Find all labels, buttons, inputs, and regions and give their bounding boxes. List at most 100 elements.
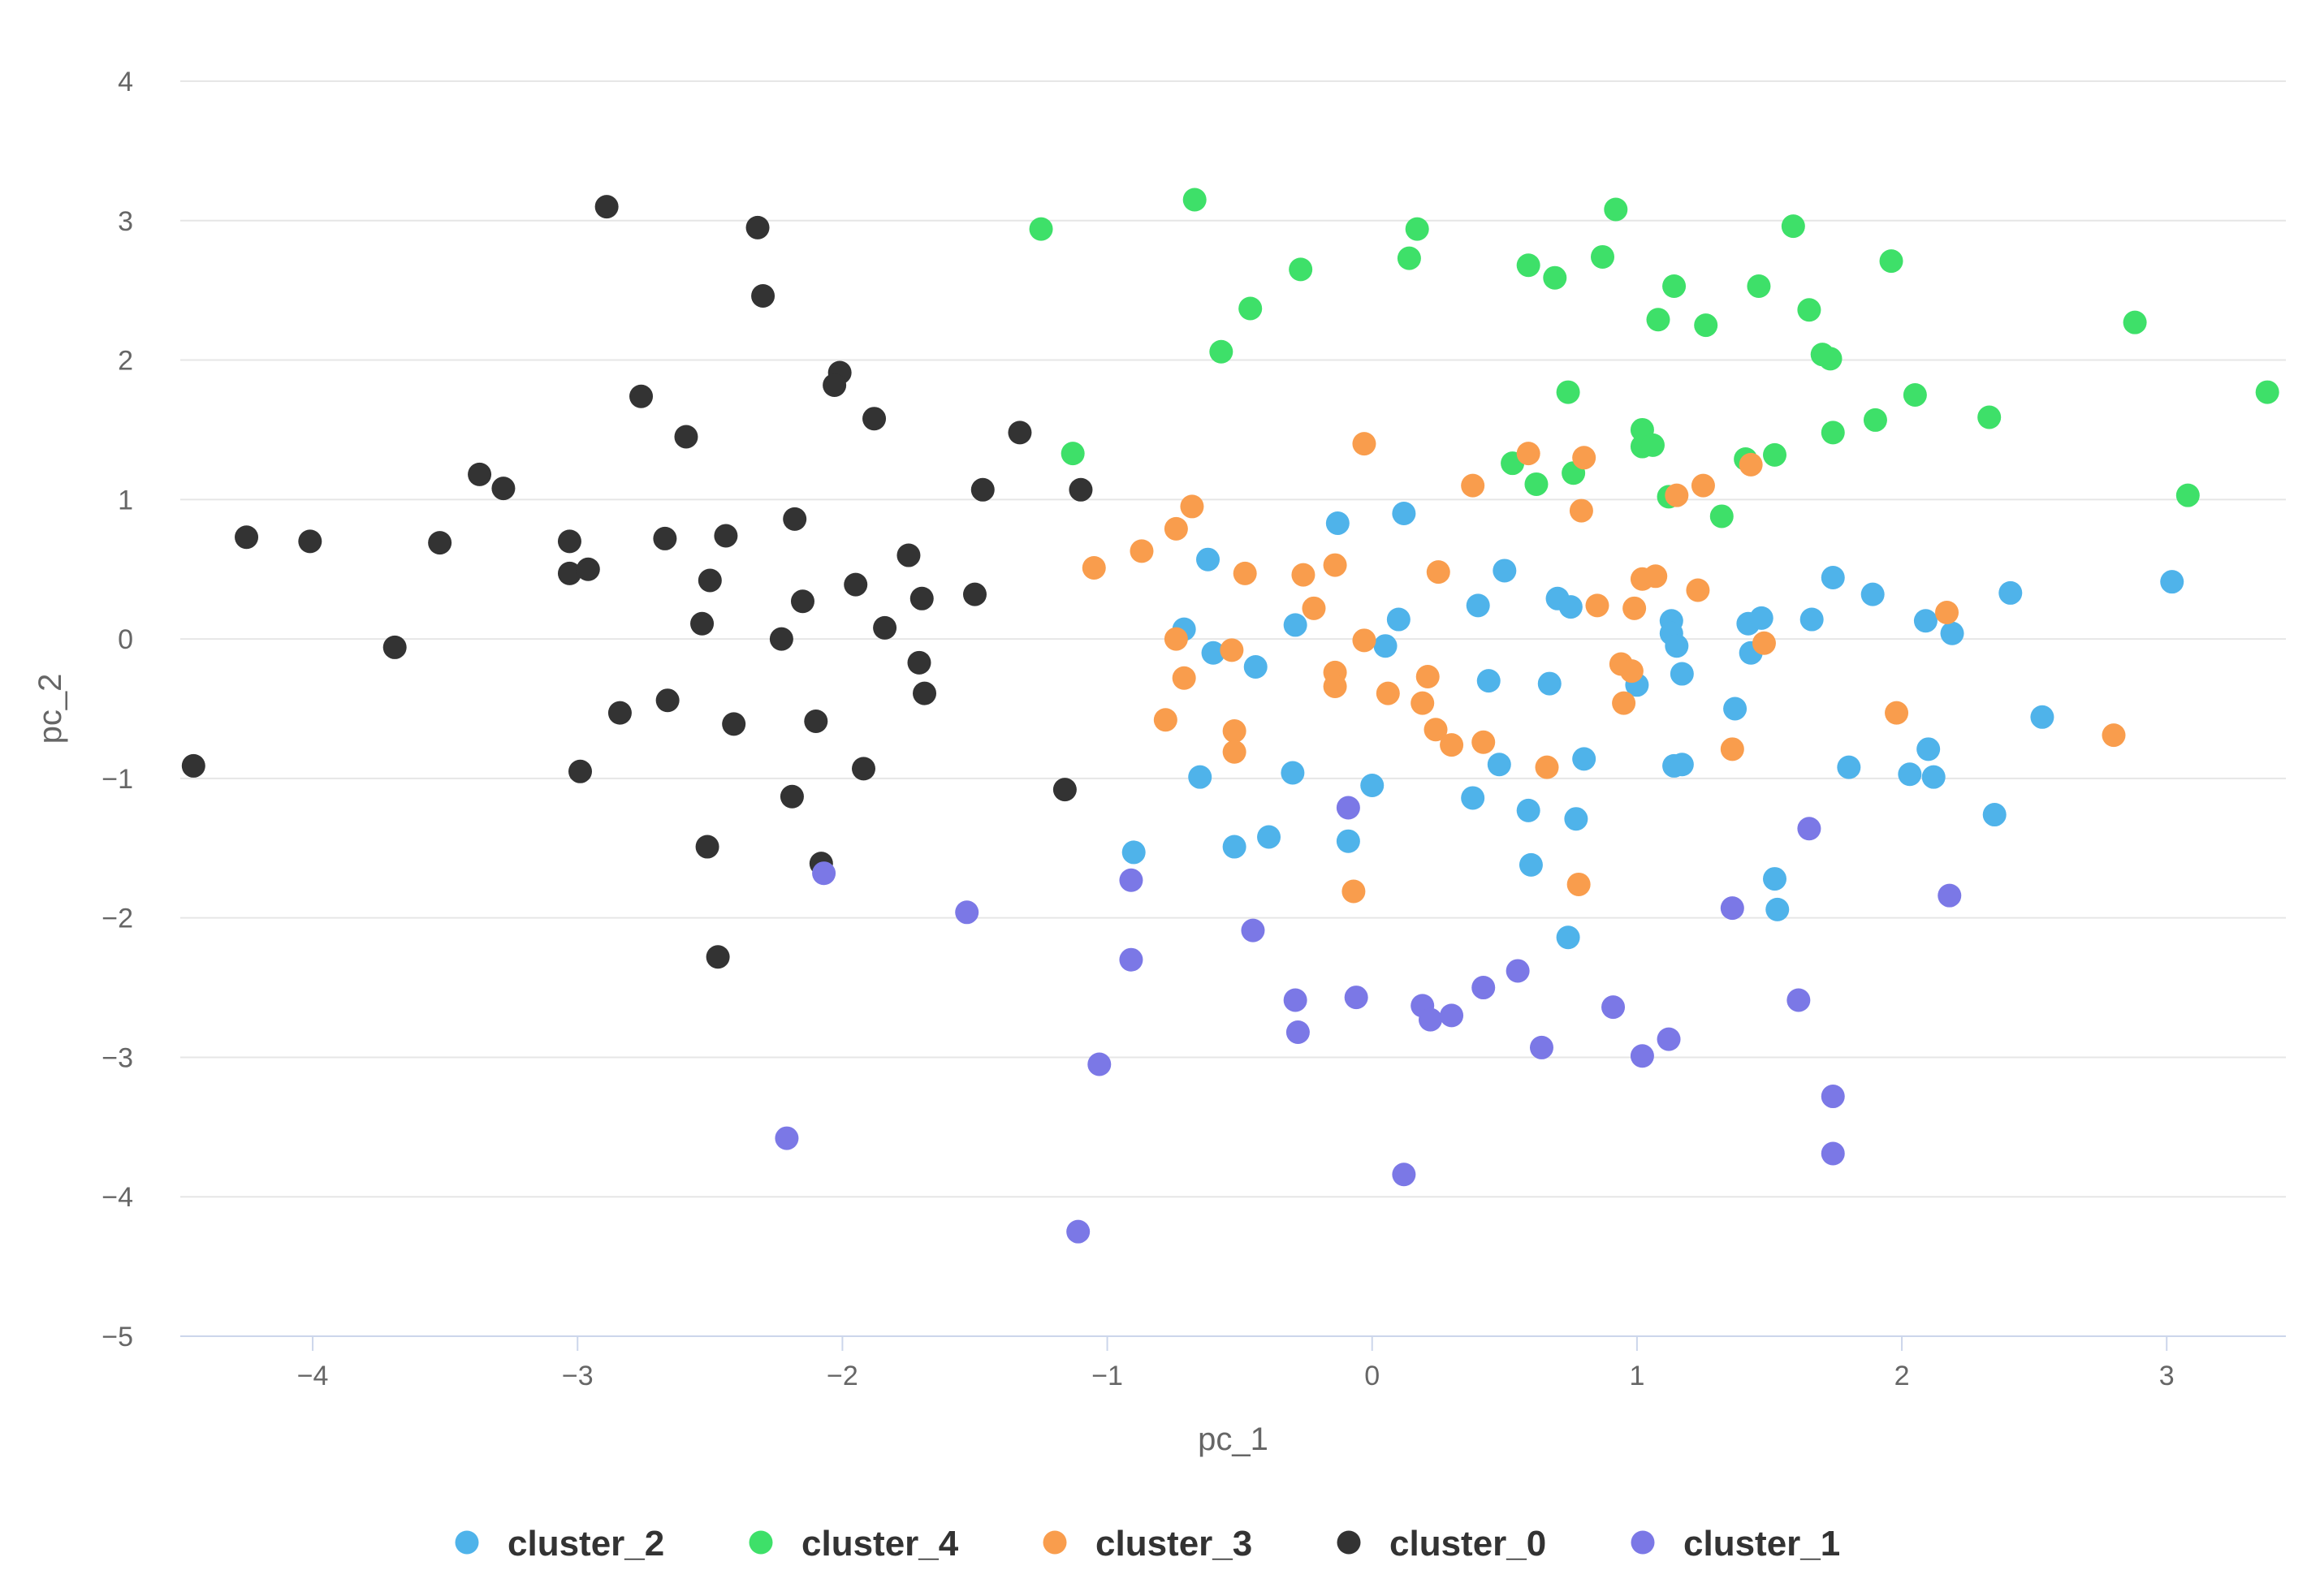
point-cluster-3 (1411, 691, 1435, 715)
point-cluster-4 (1516, 253, 1540, 278)
legend-label: cluster_1 (1683, 1524, 1840, 1564)
x-tick-label: 0 (1364, 1361, 1380, 1391)
legend-item-cluster-4[interactable]: cluster_4 (749, 1524, 959, 1564)
point-cluster-0 (769, 627, 793, 651)
point-cluster-0 (970, 477, 995, 502)
point-cluster-0 (181, 753, 205, 778)
point-cluster-4 (2123, 310, 2147, 334)
point-cluster-1 (775, 1126, 799, 1150)
point-cluster-2 (2160, 570, 2184, 594)
point-cluster-2 (1373, 634, 1398, 658)
point-cluster-3 (1535, 755, 1559, 779)
point-cluster-4 (1818, 347, 1843, 371)
x-tick-label: 1 (1629, 1361, 1644, 1391)
point-cluster-0 (557, 561, 581, 585)
point-cluster-3 (1164, 627, 1188, 651)
point-cluster-2 (1916, 737, 1941, 761)
point-cluster-0 (873, 615, 897, 640)
point-cluster-3 (1233, 561, 1257, 585)
legend[interactable]: cluster_2 cluster_4 cluster_3 cluster_0 clus… (455, 1524, 1841, 1564)
point-cluster-1 (1786, 988, 1811, 1012)
point-cluster-3 (1572, 446, 1596, 470)
point-cluster-2 (1763, 867, 1787, 891)
point-cluster-4 (1238, 296, 1263, 321)
point-cluster-2 (1556, 925, 1580, 950)
point-cluster-0 (1069, 477, 1093, 502)
point-cluster-4 (1604, 197, 1628, 222)
point-cluster-4 (1763, 442, 1787, 467)
point-cluster-2 (1670, 662, 1694, 686)
point-cluster-3 (1341, 879, 1366, 904)
legend-item-cluster-1[interactable]: cluster_1 (1631, 1524, 1841, 1564)
point-cluster-2 (1281, 761, 1305, 785)
point-cluster-2 (1121, 840, 1146, 865)
point-cluster-3 (1323, 675, 1347, 699)
point-cluster-3 (1622, 596, 1647, 620)
y-tick-label: −5 (102, 1322, 133, 1352)
point-cluster-1 (1392, 1162, 1416, 1187)
point-cluster-2 (1466, 593, 1490, 618)
point-cluster-2 (1461, 786, 1485, 810)
legend-item-cluster-2[interactable]: cluster_2 (455, 1524, 665, 1564)
point-cluster-3 (1376, 681, 1400, 705)
point-cluster-2 (1898, 762, 1922, 787)
point-cluster-0 (783, 507, 807, 531)
point-cluster-2 (1201, 641, 1225, 665)
point-cluster-0 (745, 215, 770, 239)
point-cluster-4 (1863, 408, 1887, 432)
x-tick-label: −1 (1091, 1361, 1123, 1391)
point-cluster-0 (722, 712, 746, 736)
point-cluster-2 (1572, 747, 1596, 771)
point-cluster-3 (1440, 733, 1464, 757)
point-cluster-3 (1302, 596, 1326, 620)
point-cluster-0 (962, 582, 987, 606)
point-cluster-4 (1640, 433, 1665, 457)
point-cluster-3 (1612, 691, 1636, 715)
tick-labels: −5 −4 −3 −2 −1 0 1 2 3 4 −4 −3 −2 −1 0 1 2 3 (102, 67, 2174, 1391)
y-axis-title: pc_2 (32, 674, 68, 744)
point-cluster-1 (1241, 918, 1265, 943)
x-tick-label: −2 (827, 1361, 858, 1391)
legend-item-cluster-3[interactable]: cluster_3 (1043, 1524, 1253, 1564)
point-cluster-0 (576, 557, 600, 581)
point-cluster-3 (1082, 556, 1106, 580)
y-tick-label: 3 (118, 206, 133, 237)
x-tick-label: 3 (2159, 1361, 2175, 1391)
point-cluster-1 (1283, 988, 1307, 1012)
legend-item-cluster-0[interactable]: cluster_0 (1337, 1524, 1547, 1564)
legend-label: cluster_2 (508, 1524, 664, 1564)
point-cluster-2 (1476, 669, 1501, 693)
point-cluster-1 (1087, 1052, 1112, 1076)
point-cluster-2 (1360, 773, 1385, 797)
point-cluster-3 (1291, 563, 1316, 587)
point-cluster-1 (1119, 947, 1143, 972)
y-tick-label: −2 (102, 904, 133, 934)
point-cluster-0 (698, 568, 722, 593)
y-tick-label: 0 (118, 624, 133, 655)
point-cluster-1 (1119, 868, 1143, 892)
point-cluster-4 (1879, 249, 1903, 274)
point-cluster-0 (428, 531, 452, 555)
point-cluster-3 (1471, 730, 1496, 754)
point-cluster-3 (1164, 516, 1188, 541)
point-cluster-4 (1662, 274, 1687, 299)
point-cluster-2 (1913, 609, 1938, 633)
point-cluster-0 (607, 701, 632, 725)
y-tick-label: 4 (118, 67, 133, 97)
point-cluster-2 (1670, 753, 1694, 777)
point-cluster-1 (1630, 1044, 1654, 1068)
point-cluster-3 (1585, 593, 1609, 618)
point-cluster-0 (1008, 421, 1032, 445)
point-cluster-3 (1323, 553, 1347, 577)
point-cluster-2 (1860, 582, 1885, 606)
point-cluster-4 (1646, 308, 1670, 332)
point-cluster-3 (1720, 737, 1744, 761)
point-cluster-4 (1556, 380, 1580, 404)
point-cluster-4 (2255, 380, 2279, 404)
point-cluster-3 (1352, 432, 1376, 456)
point-cluster-0 (695, 835, 719, 859)
point-cluster-3 (1220, 638, 1244, 662)
point-cluster-2 (1982, 803, 2007, 827)
point-cluster-4 (1821, 421, 1845, 445)
point-cluster-0 (790, 589, 814, 614)
